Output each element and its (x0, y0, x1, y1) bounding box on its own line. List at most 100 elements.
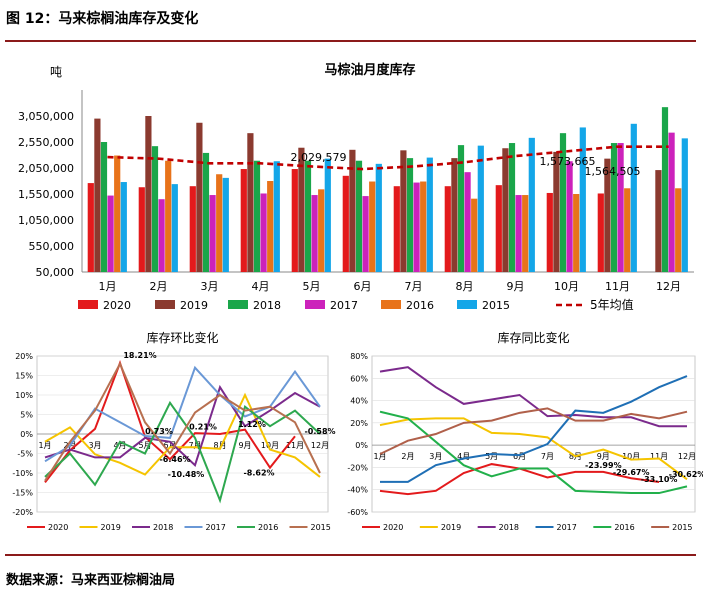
x-tick-label: 12月 (678, 452, 696, 461)
legend-swatch-2015 (457, 300, 477, 309)
bar-2020-2月 (138, 187, 145, 272)
data-label: -23.99% (585, 461, 622, 470)
data-label: 2,029,579 (291, 151, 347, 164)
bar-2016-1月 (114, 155, 121, 272)
top-rule (5, 40, 696, 42)
y-tick-label: -15% (12, 489, 33, 498)
data-label: 0.73% (145, 427, 173, 436)
x-tick-label: 11月 (286, 441, 304, 450)
x-tick-label: 8月 (213, 441, 226, 450)
y-tick-label: 2,550,000 (18, 136, 74, 149)
bar-2018-2月 (151, 146, 159, 272)
y-tick-label: 20% (350, 419, 368, 428)
legend-label: 2019 (180, 299, 208, 312)
legend-label: 2020 (383, 523, 403, 532)
x-tick-label: 8月 (456, 280, 474, 293)
bar-2017-9月 (515, 195, 522, 272)
data-label: -33.10% (641, 475, 678, 484)
y-tick-label: 10% (15, 391, 33, 400)
y-tick-label: -40% (347, 486, 368, 495)
bar-2020-8月 (444, 186, 451, 272)
avg-line (107, 145, 669, 171)
bar-2017-3月 (209, 195, 216, 272)
bar-2016-3月 (216, 174, 223, 272)
legend-label: 2017 (557, 523, 577, 532)
legend-label: 2019 (101, 523, 121, 532)
bar-2020-3月 (189, 186, 196, 272)
bar-2019-12月 (655, 170, 662, 272)
bar-2016-2月 (165, 160, 172, 272)
legend-label: 2016 (258, 523, 278, 532)
x-tick-label: 9月 (507, 280, 525, 293)
bar-2015-9月 (528, 137, 535, 272)
x-tick-label: 4月 (113, 441, 126, 450)
x-tick-label: 10月 (554, 280, 579, 293)
legend-label: 2015 (482, 299, 510, 312)
bar-2016-4月 (267, 181, 274, 272)
inventory-bar-chart: 马棕油月度库存 吨 3,050,000 2,550,000 2,050,000 1,550… (18, 62, 694, 312)
bar-2015-2月 (171, 184, 178, 272)
series-line-2018 (44, 384, 321, 468)
bar-2017-6月 (362, 196, 369, 272)
x-tick-label: 1月 (373, 452, 386, 461)
plot-frame (371, 355, 696, 513)
legend-label: 5年均值 (590, 297, 634, 312)
data-label: -8.62% (243, 468, 274, 477)
bar-2020-10月 (546, 192, 553, 272)
x-tick-label: 3月 (88, 441, 101, 450)
y-axis-unit: 吨 (50, 65, 62, 79)
yoy-change-chart: 库存同比变化 80% 60% 40% 20% 0% -20% -40% -60% 1月 2月 3月 4月… (347, 330, 703, 532)
legend-label: 2016 (614, 523, 634, 532)
x-tick-label: 6月 (513, 452, 526, 461)
bar-2015-5月 (324, 158, 331, 272)
bar-2019-11月 (604, 158, 611, 272)
bar-2015-7月 (426, 157, 433, 272)
y-tick-label: 15% (15, 372, 33, 381)
legend-swatch-2016 (381, 300, 401, 309)
bar-2016-5月 (318, 189, 325, 272)
legend-swatch-2017 (305, 300, 325, 309)
figure-title: 图 12：马来棕榈油库存及变化 (6, 11, 199, 27)
bar-2018-11月 (610, 143, 618, 272)
data-label: 1,564,505 (585, 165, 641, 178)
bar-2016-8月 (471, 198, 478, 272)
bar-2018-7月 (406, 158, 414, 272)
bar-2018-4月 (253, 160, 261, 272)
legend-label: 2020 (103, 299, 131, 312)
data-label: -29.67% (613, 468, 650, 477)
series-line-2015 (379, 407, 688, 455)
series-line-2016 (44, 400, 321, 504)
y-tick-label: 3,050,000 (18, 110, 74, 123)
x-tick-label: 7月 (405, 280, 423, 293)
y-tick-label: 550,000 (29, 240, 75, 253)
bar-2019-6月 (349, 149, 356, 272)
bar-2018-9月 (508, 143, 516, 272)
x-tick-label: 7月 (541, 452, 554, 461)
legend-label: 2018 (153, 523, 173, 532)
data-label: 1,573,665 (540, 155, 596, 168)
bar-2016-12月 (675, 188, 682, 272)
bar-2019-10月 (553, 151, 560, 272)
legend-label: 2017 (206, 523, 226, 532)
x-tick-label: 9月 (238, 441, 251, 450)
y-tick-label: 5% (20, 411, 33, 420)
bar-2016-7月 (420, 181, 427, 272)
legend-label: 2015 (311, 523, 331, 532)
data-label: -6.46% (159, 455, 190, 464)
bar-2020-6月 (342, 175, 349, 272)
bar-2016-11月 (624, 188, 631, 272)
bar-2015-8月 (477, 145, 484, 272)
legend-swatch-2018 (228, 300, 248, 309)
bar-2017-5月 (311, 195, 318, 272)
bar-2019-2月 (145, 116, 152, 272)
bar-2019-9月 (502, 148, 509, 272)
y-tick-label: 80% (350, 352, 368, 361)
series-line-2017 (380, 375, 688, 483)
series-line-2016 (379, 410, 688, 495)
bar-2015-4月 (273, 161, 280, 272)
y-tick-label: -20% (347, 463, 368, 472)
bar-2019-5月 (298, 147, 305, 272)
x-tick-label: 4月 (457, 452, 470, 461)
x-tick-label: 6月 (354, 280, 372, 293)
x-tick-label: 5月 (138, 441, 151, 450)
